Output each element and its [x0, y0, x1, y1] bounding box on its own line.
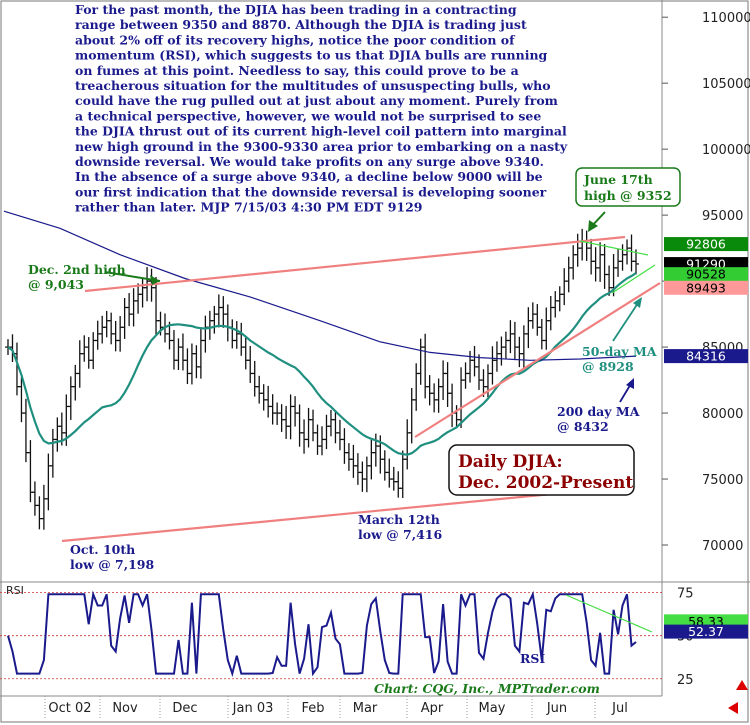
ma200-arrowhead: [626, 378, 634, 389]
commentary-line-1: range between 9350 and 8870. Although th…: [75, 17, 527, 32]
june-high-box: [575, 167, 681, 207]
commentary-line-7: a technical perspective, however, we wou…: [75, 108, 541, 123]
price-tag-text: 92806: [686, 237, 726, 252]
chart-title-line-1: Dec. 2002-Present: [458, 473, 633, 493]
y-tick-label: 110000: [702, 11, 750, 26]
x-tick-label: Apr: [421, 701, 444, 716]
rsi-line: [7, 590, 637, 678]
march-low-label-line-0: March 12th: [358, 512, 440, 527]
dec-high-label-line-0: Dec. 2nd high: [28, 262, 126, 277]
june-high-label-line-1: high @ 9352: [584, 188, 672, 203]
price-tag-text: 84316: [686, 349, 726, 364]
commentary-line-11: In the absence of a surge above 9340, a …: [75, 169, 543, 184]
ma200-label-line-0: 200 day MA: [557, 404, 640, 419]
x-tick-label: Nov: [112, 701, 138, 716]
title-box: [448, 444, 635, 496]
commentary-line-3: momentum (RSI), which suggests to us tha…: [75, 48, 548, 63]
y-tick-label: 70000: [702, 539, 743, 554]
up-arrow-icon: [736, 680, 748, 690]
price-tag-text: 89493: [686, 280, 726, 295]
rsi-inline-label: RSI: [520, 651, 545, 666]
lower-trendline: [61, 485, 626, 543]
commentary-line-2: about 2% off of its recovery highs, noti…: [75, 32, 516, 47]
dec-high-arrowhead: [150, 275, 160, 285]
chart-credit: Chart: CQG, Inc., MPTrader.com: [374, 681, 600, 696]
june-high-arrowhead: [588, 220, 598, 232]
rsi-tick-label: 75: [677, 587, 694, 602]
x-tick-label: Jul: [611, 701, 628, 716]
ma50-arrow: [612, 299, 641, 342]
x-tick-label: Jan 03: [232, 701, 274, 716]
commentary-line-12: our first indication that the downside r…: [75, 184, 547, 199]
left-arrow-icon: [728, 702, 738, 714]
ma50-label-line-0: 50-day MA: [582, 344, 657, 359]
y-tick-label: 75000: [702, 473, 743, 488]
x-tick-label: Mar: [353, 701, 378, 716]
price-tag-bg: [664, 267, 748, 282]
ma50-arrowhead: [633, 297, 642, 308]
price-tag-bg: [664, 237, 748, 252]
ma200-label-line-1: @ 8432: [557, 419, 609, 434]
ma50-label-line-1: @ 8928: [582, 359, 634, 374]
rising-trendline: [414, 282, 661, 438]
commentary-line-8: the DJIA thrust out of its current high-…: [75, 124, 567, 139]
ma50-line: [7, 272, 637, 456]
y-tick-label: 100000: [702, 143, 750, 158]
x-tick-label: May: [479, 701, 506, 716]
chart-title-line-0: Daily DJIA:: [458, 452, 563, 472]
march-low-label-line-1: low @ 7,416: [358, 527, 442, 542]
coil-lower: [611, 264, 656, 294]
price-tag-text: 90528: [686, 267, 726, 282]
rsi-divergence-line: [565, 594, 653, 633]
commentary-line-6: could have the rug pulled out at just ab…: [75, 93, 558, 108]
commentary-line-13: rather than later. MJP 7/15/03 4:30 PM E…: [75, 200, 423, 215]
price-tag-bg: [664, 280, 748, 295]
price-tag-bg: [664, 349, 748, 364]
x-tick-label: Jun: [546, 701, 567, 716]
dec-high-label-line-1: @ 9,043: [28, 277, 84, 292]
oct-low-label-line-0: Oct. 10th: [70, 542, 135, 557]
dec-high-arrow: [104, 271, 161, 282]
june-high-label-line-0: June 17th: [583, 172, 653, 187]
x-tick-label: Oct 02: [48, 701, 91, 716]
commentary-line-10: downside reversal. We would take profits…: [75, 154, 544, 169]
y-tick-label: 95000: [702, 209, 743, 224]
commentary-line-9: new high ground in the 9300-9330 area pr…: [75, 139, 568, 154]
oct-low-label-line-1: low @ 7,198: [70, 557, 154, 572]
rsi-tag-text: 52.37: [688, 624, 724, 639]
commentary-line-5: treacherous situation for the multitudes…: [75, 78, 551, 93]
upper-trendline: [84, 235, 626, 293]
rsi-tick-label: 25: [677, 673, 694, 688]
x-tick-label: Feb: [301, 701, 324, 716]
commentary-line-0: For the past month, the DJIA has been tr…: [75, 2, 517, 17]
rsi-panel-label: RSI: [6, 584, 24, 597]
x-tick-label: Dec: [172, 701, 197, 716]
y-tick-label: 80000: [702, 407, 743, 422]
commentary-line-4: on fumes at this point. Needless to say,…: [75, 63, 519, 78]
y-tick-label: 105000: [702, 77, 750, 92]
rsi-tag-bg: [664, 624, 748, 639]
coil-upper: [579, 240, 649, 256]
